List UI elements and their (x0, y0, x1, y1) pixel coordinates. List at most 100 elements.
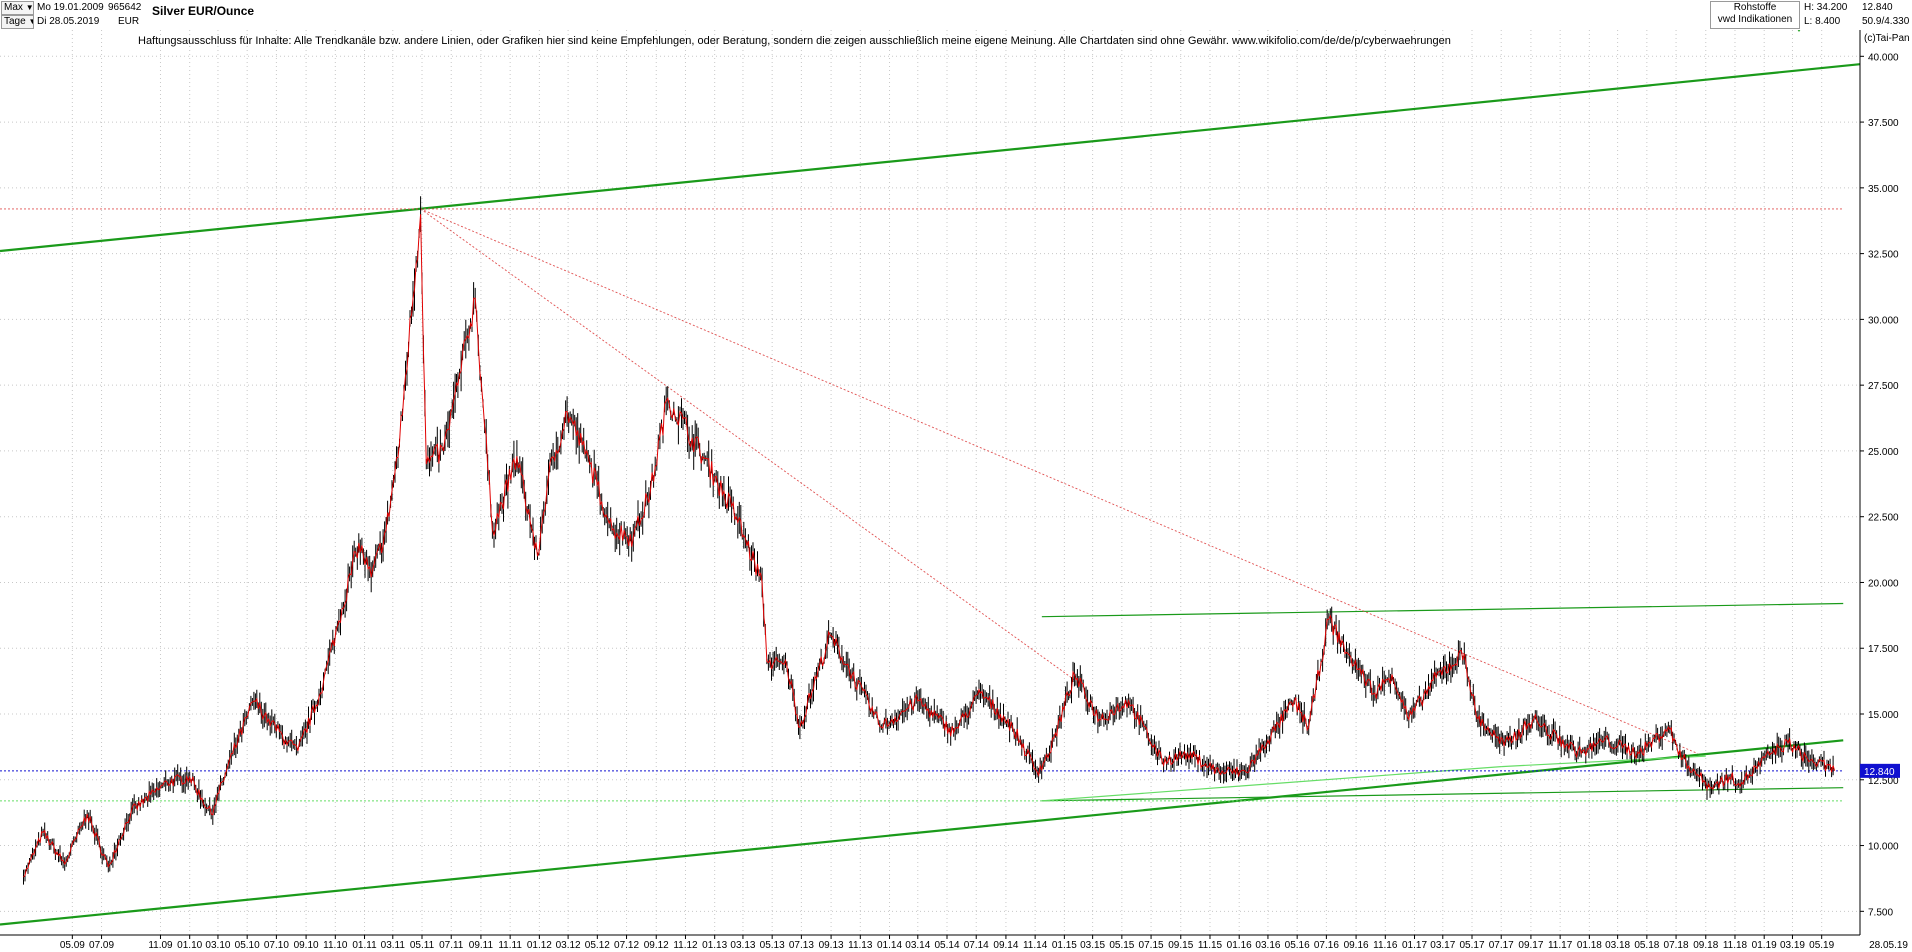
percent-value: 50.9/4.330 (1862, 16, 1910, 27)
x-tick-label: 11.11 (498, 940, 522, 951)
x-tick-label: 07.14 (964, 940, 989, 951)
x-tick-label: 07.12 (614, 940, 639, 951)
x-tick-label: 03.19 (1780, 940, 1805, 951)
trendline-red-dotted (420, 208, 1698, 754)
instrument-title: Silver EUR/Ounce (152, 4, 255, 18)
x-tick-label: 07.17 (1489, 940, 1514, 951)
x-tick-label: 03.17 (1430, 940, 1455, 951)
x-tick-label: 07.18 (1664, 940, 1689, 951)
y-tick-label: 12.500 (1868, 776, 1899, 787)
wkn: 965642 (108, 2, 142, 13)
chevron-down-icon: ▼ (25, 3, 34, 12)
unit-select-value: Tage (4, 16, 26, 27)
y-axis: 7.500 10.000 12.500 15.000 17.500 20.000 22.50… (1795, 26, 1900, 935)
x-tick-label: 09.13 (819, 940, 844, 951)
y-tick-label: 37.500 (1868, 118, 1899, 129)
y-tick-label: 27.500 (1868, 381, 1899, 392)
x-tick-label: 11.18 (1723, 940, 1748, 951)
x-tick-label: 03.14 (905, 940, 930, 951)
x-tick-label: 03.11 (381, 940, 406, 951)
end-date: Di 28.05.2019 (37, 16, 100, 27)
trendline-light-green (1041, 766, 1502, 802)
x-end-label: 28.05.19 (1869, 940, 1908, 951)
trendline-thin-green (1041, 602, 1844, 618)
y-tick-label: 17.500 (1868, 644, 1899, 655)
y-tick-label: 40.000 (1868, 52, 1899, 63)
x-tick-label: 11.14 (1023, 940, 1048, 951)
x-tick-label: 11.17 (1548, 940, 1573, 951)
x-tick-label: 11.16 (1373, 940, 1398, 951)
y-tick-label: 25.000 (1868, 447, 1899, 458)
period-select-value: Max (4, 2, 23, 13)
last-value-marker (1860, 763, 1900, 778)
x-tick-label: 05.16 (1285, 940, 1310, 951)
x-tick-label: 05.13 (760, 940, 785, 951)
x-tick-label: 03.15 (1080, 940, 1105, 951)
unit-select[interactable]: Tage ▼ (1, 15, 34, 29)
last-value-marker-label: 12.840 (1864, 767, 1895, 778)
disclaimer: Haftungsausschluss für Inhalte: Alle Tre… (138, 35, 1451, 47)
price-series (23, 196, 1836, 885)
x-tick-label: 11.12 (673, 940, 698, 951)
x-tick-label: 11.13 (848, 940, 873, 951)
x-tick-label: 09.10 (294, 940, 319, 951)
copyright: (c)Tai-Pan (1864, 33, 1910, 44)
toolbar: Max ▼ Tage ▼ Mo 19.01.2009 Di 28.05.2019… (0, 0, 1912, 30)
x-tick-label: 07.15 (1139, 940, 1164, 951)
x-tick-label: 07.13 (789, 940, 814, 951)
period-select[interactable]: Max ▼ (1, 1, 34, 15)
last-value: 12.840 (1862, 2, 1893, 13)
trendlines (0, 63, 1861, 926)
x-tick-label: 05.09 (60, 940, 85, 951)
x-tick-label: 03.10 (205, 940, 230, 951)
x-tick-label: 07.10 (264, 940, 289, 951)
grid (0, 30, 1860, 935)
price-line (23, 214, 1836, 878)
x-tick-label: 07.11 (439, 940, 464, 951)
x-tick-label: 11.09 (148, 940, 173, 951)
y-tick-label: 35.000 (1868, 184, 1899, 195)
chevron-down-icon: ▼ (28, 17, 33, 26)
y-tick-label: 32.500 (1868, 250, 1899, 261)
x-tick-label: 01.17 (1402, 940, 1427, 951)
x-tick-label: 09.12 (644, 940, 669, 951)
x-tick-label: 01.14 (877, 940, 902, 951)
x-tick-label: 11.15 (1198, 940, 1223, 951)
x-tick-label: 09.17 (1518, 940, 1543, 951)
trendline-thick-green (0, 739, 1844, 926)
x-tick-label: 11.10 (323, 940, 348, 951)
x-tick-label: 09.18 (1693, 940, 1718, 951)
x-tick-label: 09.14 (993, 940, 1018, 951)
x-tick-label: 01.11 (352, 940, 377, 951)
x-tick-label: 01.19 (1752, 940, 1777, 951)
x-tick-label: 03.18 (1605, 940, 1630, 951)
x-tick-label: 01.16 (1227, 940, 1252, 951)
x-tick-label: 09.11 (469, 940, 494, 951)
x-axis: 05.09 07.09 11.09 01.10 03.10 05.10 07.10 09.10… (0, 934, 1908, 951)
x-tick-label: 09.15 (1168, 940, 1193, 951)
source-label: vwd Indikationen (1717, 14, 1793, 25)
trendline-light-green (1501, 755, 1706, 768)
trendline-thick-green (0, 63, 1861, 253)
y-tick-label: 22.500 (1868, 513, 1899, 524)
x-tick-label: 07.16 (1314, 940, 1339, 951)
x-tick-label: 03.16 (1255, 940, 1280, 951)
start-date: Mo 19.01.2009 (37, 2, 104, 13)
currency: EUR (118, 16, 140, 27)
category-label: Rohstoffe (1733, 2, 1777, 13)
high-value: H: 34.200 (1804, 2, 1848, 13)
y-tick-label: 30.000 (1868, 315, 1899, 326)
trendline-red-dotted (420, 208, 1075, 681)
x-tick-label: 09.16 (1344, 940, 1369, 951)
x-tick-label: 05.19 (1809, 940, 1834, 951)
x-tick-label: 05.18 (1634, 940, 1659, 951)
x-tick-label: 05.12 (585, 940, 610, 951)
source-box: Rohstoffe vwd Indikationen (1710, 1, 1800, 29)
x-tick-label: 01.15 (1052, 940, 1077, 951)
x-tick-label: 05.17 (1459, 940, 1484, 951)
x-tick-label: 03.12 (556, 940, 581, 951)
x-tick-label: 01.13 (702, 940, 727, 951)
y-tick-label: 7.500 (1868, 907, 1893, 918)
y-tick-label: 20.000 (1868, 578, 1899, 589)
